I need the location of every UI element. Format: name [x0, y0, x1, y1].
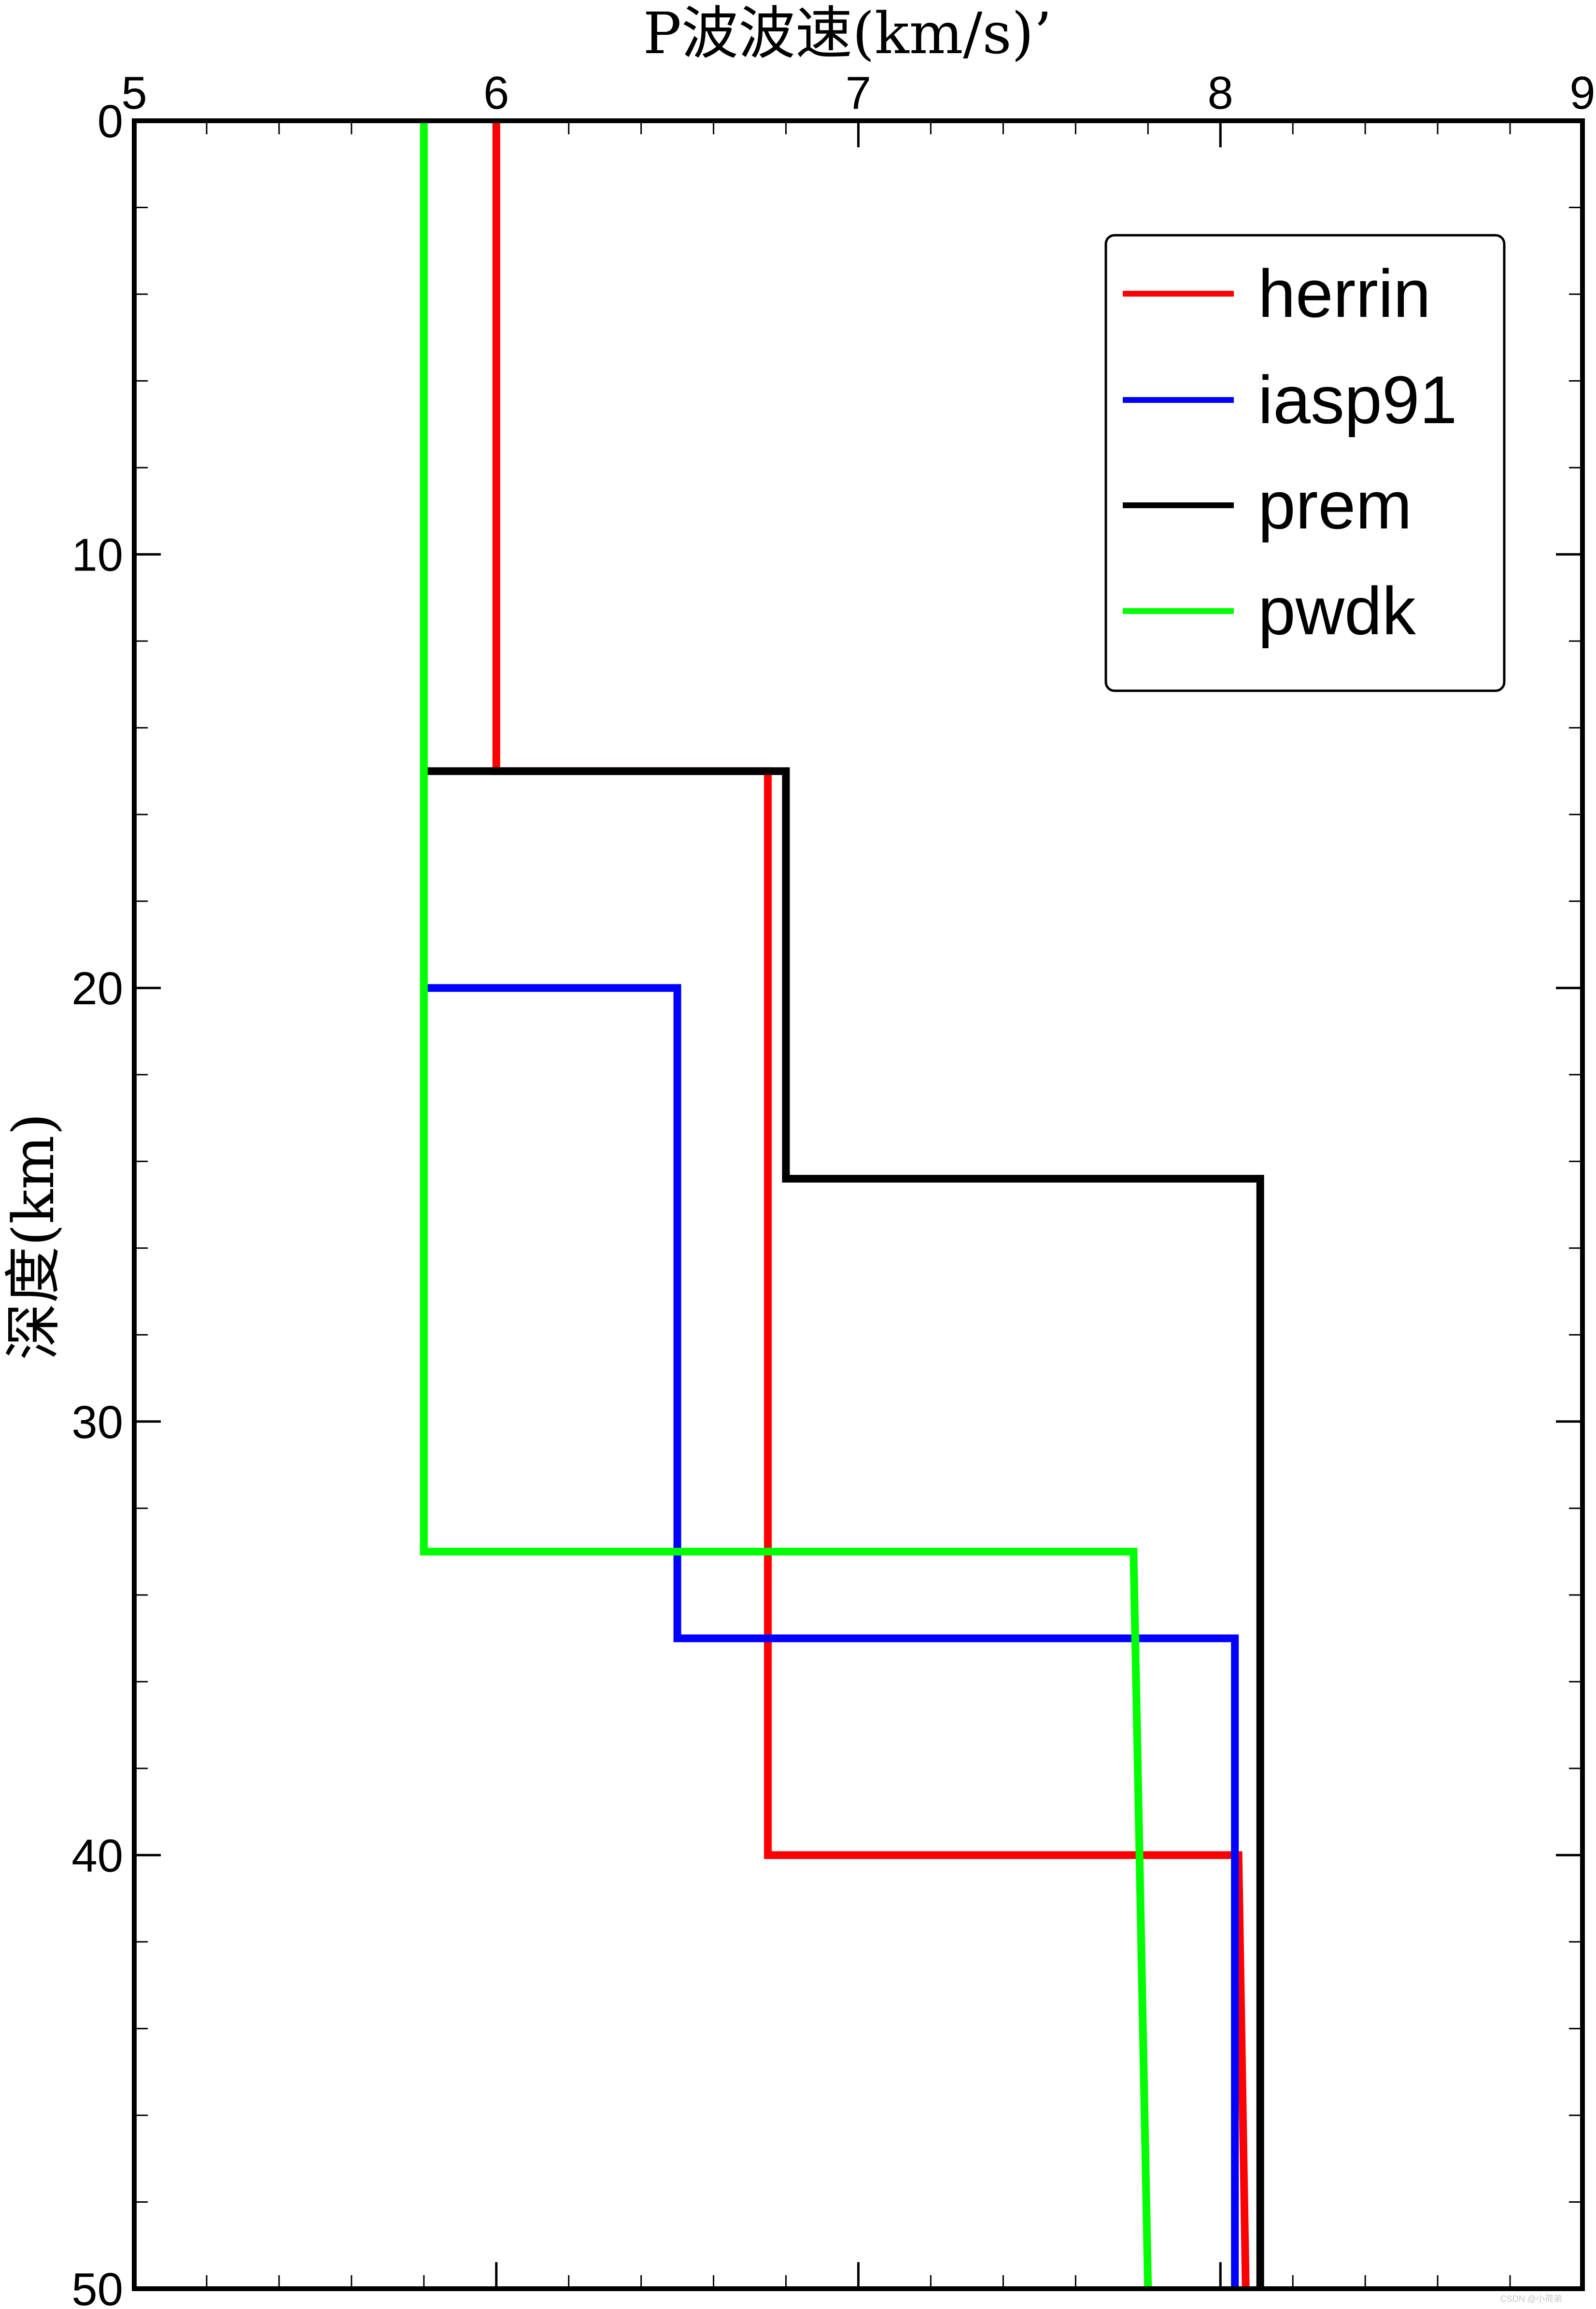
x-tick-label: 8	[1208, 67, 1233, 119]
y-tick-label: 20	[71, 963, 123, 1014]
legend-label-herrin: herrin	[1258, 256, 1431, 331]
series-line-pwdk	[420, 121, 1152, 2289]
series-layer	[420, 121, 1264, 2289]
legend-label-pwdk: pwdk	[1258, 573, 1416, 649]
y-tick-labels: 0 10 20 30 40 50	[71, 96, 123, 2309]
y-tick-label: 40	[71, 1830, 123, 1881]
x-tick-label: 9	[1569, 67, 1595, 119]
y-tick-label: 30	[71, 1397, 123, 1448]
series-line-iasp91	[424, 984, 1239, 2289]
y-axis-title: 深度(km)	[0, 1113, 67, 1360]
series-line-herrin	[492, 121, 1250, 2289]
series-line-prem	[424, 767, 1264, 2289]
x-tick-label: 6	[483, 67, 509, 119]
x-tick-label: 7	[846, 67, 871, 119]
legend: herrin iasp91 prem pwdk	[1104, 234, 1506, 692]
plot-frame	[132, 118, 1585, 2291]
legend-box	[1104, 234, 1506, 692]
x-axis-title: P波波速(km/s)’	[643, 0, 1052, 67]
x-tick-label: 5	[121, 67, 147, 119]
legend-label-iasp91: iasp91	[1258, 362, 1457, 438]
y-tick-label: 0	[98, 96, 123, 147]
y-tick-label: 50	[71, 2264, 123, 2309]
x-tick-labels: 5 6 7 8 9	[121, 67, 1595, 119]
legend-label-prem: prem	[1258, 467, 1412, 543]
watermark-text: CSDN @小荷弟	[1500, 2294, 1562, 2304]
y-tick-label: 10	[71, 529, 123, 581]
